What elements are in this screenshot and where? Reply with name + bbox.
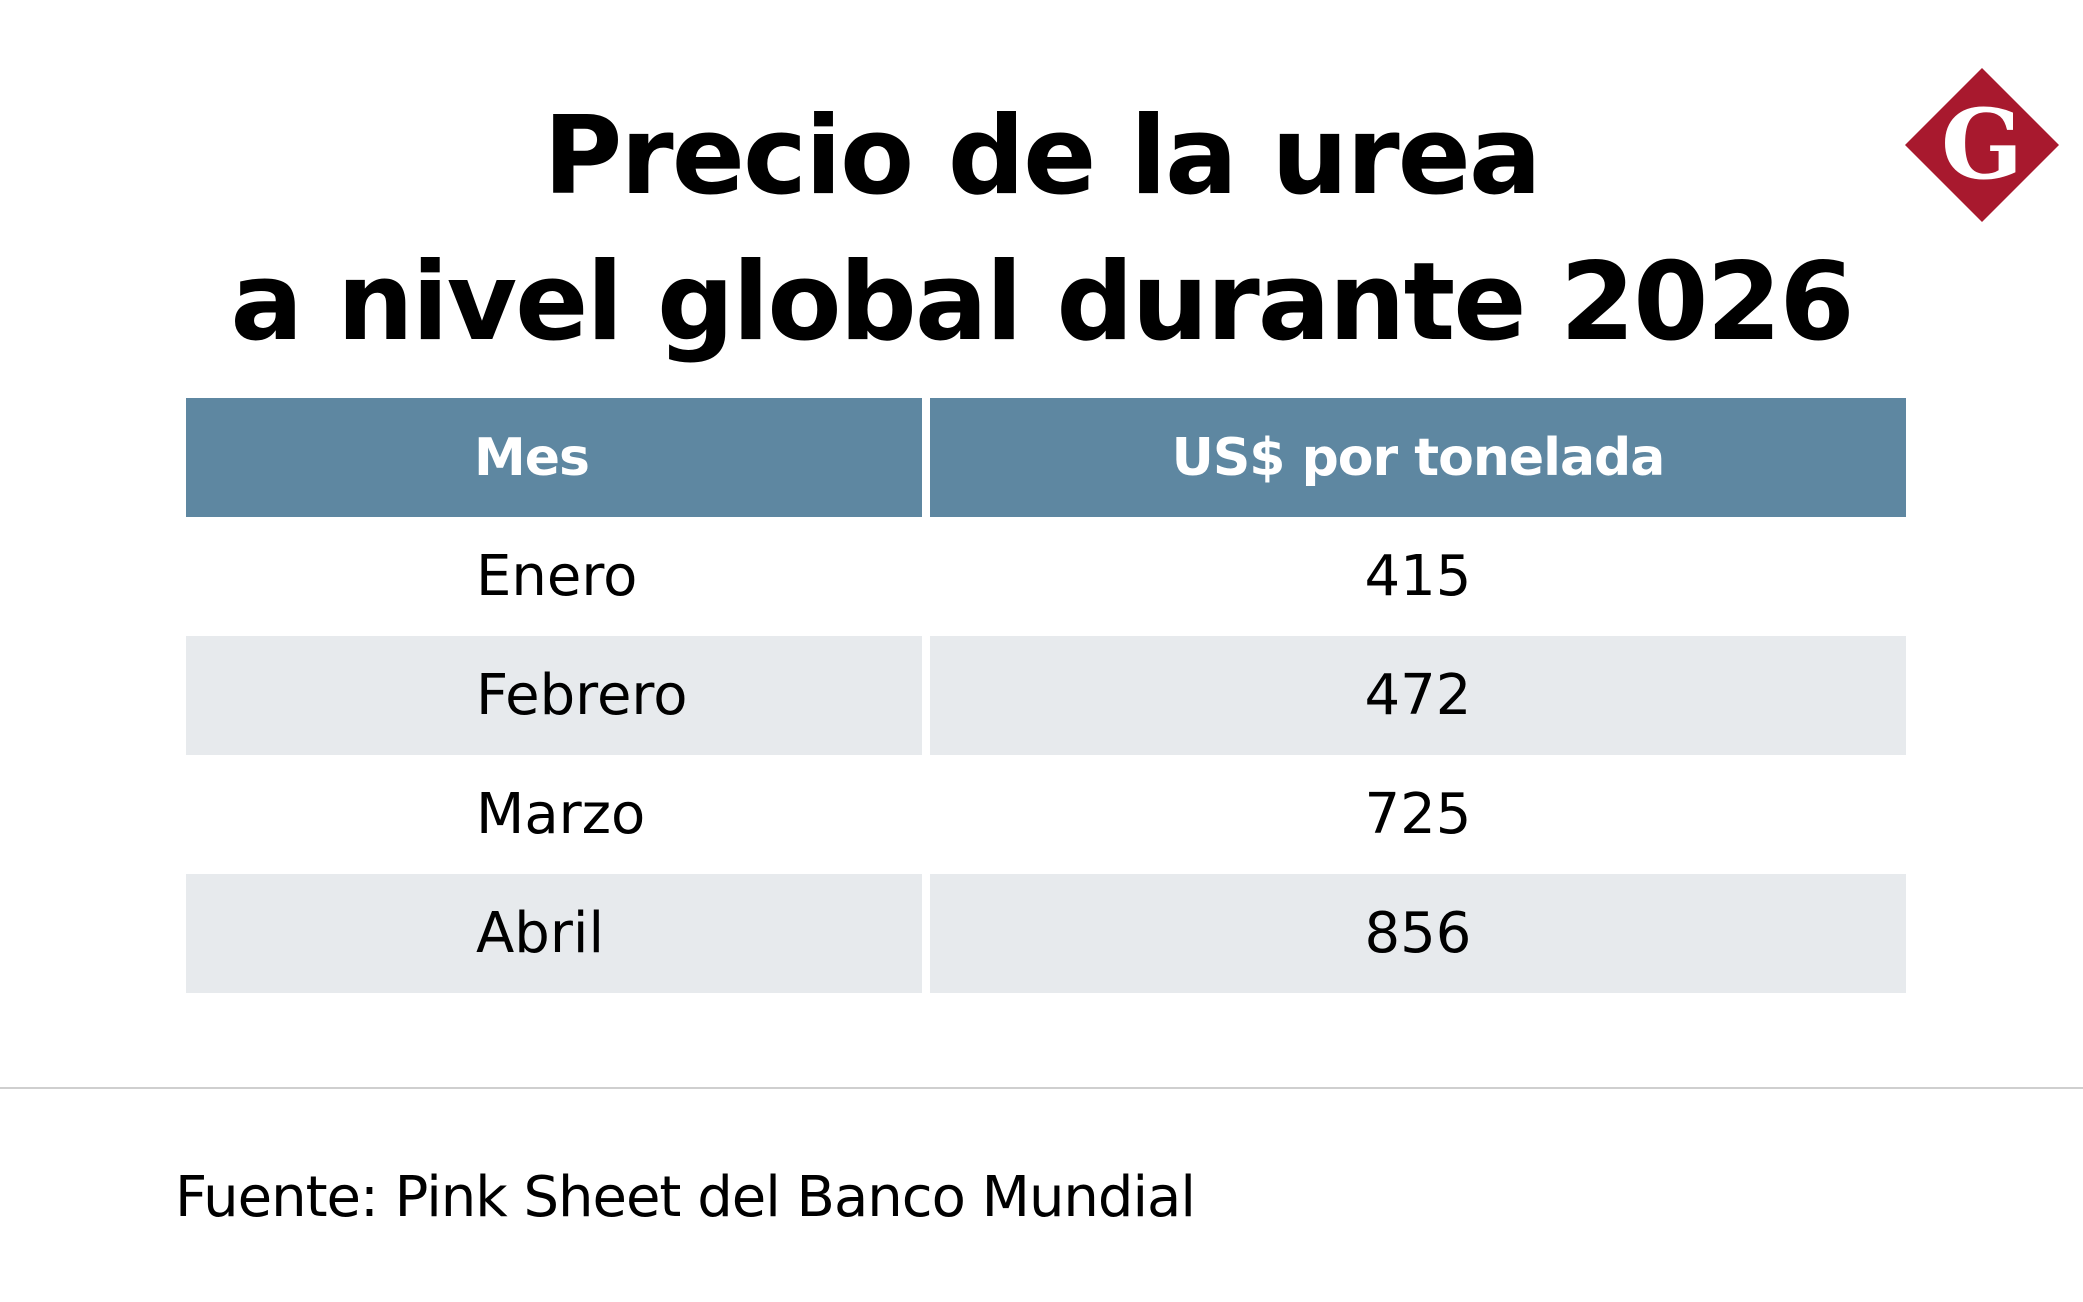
table-row: Marzo 725 bbox=[186, 755, 1906, 874]
table-cell-price: 415 bbox=[930, 517, 1906, 636]
logo-letter: G bbox=[1941, 88, 2023, 201]
table-cell-month: Febrero bbox=[186, 636, 922, 755]
brand-diamond-logo-icon: G bbox=[1903, 66, 2061, 224]
table-cell-price: 725 bbox=[930, 755, 1906, 874]
table-cell-month: Enero bbox=[186, 517, 922, 636]
chart-title-line-1: Precio de la urea bbox=[543, 94, 1541, 219]
chart-title: Precio de la urea a nivel global durante… bbox=[0, 84, 2083, 376]
chart-title-line-2: a nivel global durante 2026 bbox=[230, 240, 1854, 365]
source-note: Fuente: Pink Sheet del Banco Mundial bbox=[175, 1165, 1196, 1230]
table-row: Abril 856 bbox=[186, 874, 1906, 993]
table-cell-month: Marzo bbox=[186, 755, 922, 874]
footer-divider bbox=[0, 1087, 2083, 1089]
table-row: Enero 415 bbox=[186, 517, 1906, 636]
table-row: Febrero 472 bbox=[186, 636, 1906, 755]
price-table: Mes US$ por tonelada Enero 415 Febrero 4… bbox=[186, 398, 1906, 993]
table-cell-price: 856 bbox=[930, 874, 1906, 993]
table-cell-price: 472 bbox=[930, 636, 1906, 755]
table-cell-month: Abril bbox=[186, 874, 922, 993]
column-header-month: Mes bbox=[186, 398, 922, 517]
column-header-price: US$ por tonelada bbox=[930, 398, 1906, 517]
table-header-row: Mes US$ por tonelada bbox=[186, 398, 1906, 517]
